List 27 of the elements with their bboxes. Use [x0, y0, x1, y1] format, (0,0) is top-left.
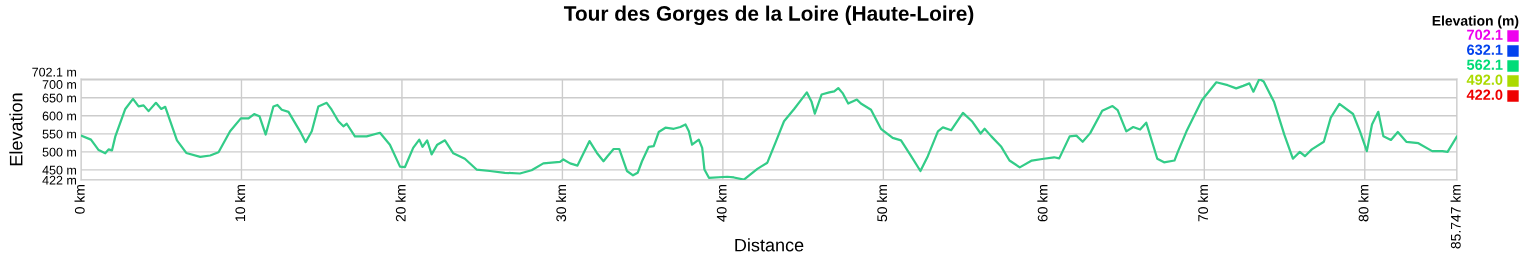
- y-tick-label: 422 m: [42, 175, 77, 185]
- x-tick-label: 70 km: [1197, 185, 1209, 222]
- y-axis-title: Elevation: [9, 93, 23, 166]
- x-tick-label: 80 km: [1358, 185, 1369, 222]
- x-tick-label: 20 km: [395, 185, 406, 222]
- y-tick-label: 700 m: [42, 80, 77, 89]
- color-bar-title: Elevation (m): [1432, 15, 1519, 29]
- y-tick-label: 500 m: [42, 147, 77, 157]
- x-tick-label: 0 km: [74, 185, 85, 214]
- color-bar-label: 422.0: [1466, 89, 1503, 100]
- y-tick-label: 650 m: [42, 93, 77, 103]
- y-tick-label: 600 m: [42, 111, 77, 121]
- color-bar-label: 702.1: [1467, 29, 1503, 40]
- x-tick-label: 10 km: [235, 185, 246, 221]
- x-tick-label: 50 km: [876, 185, 888, 222]
- y-tick-label: 702.1 m: [32, 67, 77, 77]
- y-tick-label: 450 m: [42, 165, 77, 175]
- color-bar-label: 492.0: [1466, 74, 1503, 85]
- x-tick-label: 85.747 km: [1450, 185, 1461, 249]
- y-tick-label: 550 m: [42, 129, 77, 139]
- color-bar-label: 632.1: [1467, 44, 1503, 55]
- color-bar-label: 562.1: [1466, 59, 1503, 70]
- chart-title: Tour des Gorges de la Loire (Haute-Loire): [563, 5, 974, 26]
- x-tick-label: 60 km: [1037, 185, 1048, 222]
- x-tick-label: 40 km: [716, 185, 727, 222]
- x-tick-label: 30 km: [555, 185, 567, 222]
- x-axis-title: Distance: [735, 238, 804, 252]
